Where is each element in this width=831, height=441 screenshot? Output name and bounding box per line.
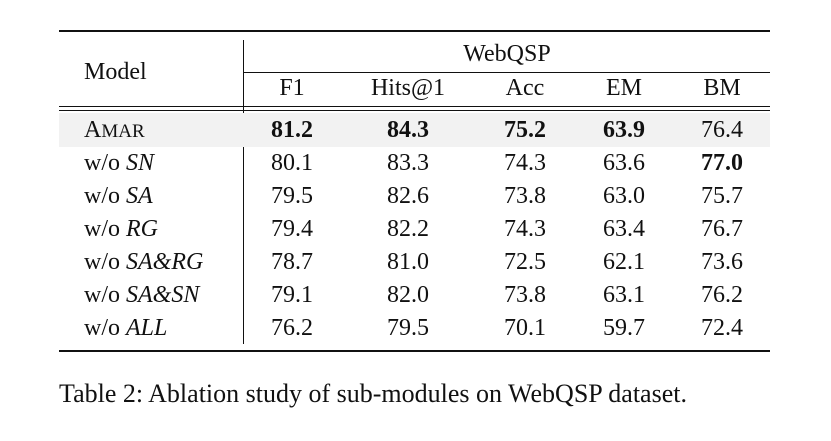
main-model-first: A (84, 117, 102, 143)
ablation-model-name: w/o SN (84, 149, 154, 177)
main-row-value: 63.9 (603, 117, 645, 143)
bottom-rule (59, 350, 770, 352)
ablation-variant: SA (126, 183, 153, 209)
table-cell: 73.8 (504, 282, 546, 308)
column-header: BM (703, 75, 741, 101)
table-cell: 76.2 (271, 315, 313, 341)
table-cell: 72.4 (701, 315, 743, 341)
main-row-value: 75.2 (504, 117, 546, 143)
ablation-prefix: w/o (84, 150, 126, 176)
ablation-model-name: w/o ALL (84, 314, 167, 342)
table-cell: 76.2 (701, 282, 743, 308)
table-cell: 76.7 (701, 216, 743, 242)
ablation-prefix: w/o (84, 315, 126, 341)
column-header: F1 (279, 75, 305, 101)
main-row-value: 84.3 (387, 117, 429, 143)
ablation-prefix: w/o (84, 249, 126, 275)
table-cell: 82.0 (387, 282, 429, 308)
ablation-prefix: w/o (84, 282, 126, 308)
table-cell: 74.3 (504, 150, 546, 176)
ablation-model-name: w/o SA&SN (84, 281, 199, 309)
column-header: Acc (505, 75, 545, 101)
model-header: Model (84, 59, 147, 85)
table-cell: 72.5 (504, 249, 546, 275)
table-cell: 82.2 (387, 216, 429, 242)
main-row-value: 81.2 (271, 117, 313, 143)
main-row-value: 76.4 (701, 117, 743, 143)
table-cell: 79.1 (271, 282, 313, 308)
header-rule-lower (59, 110, 770, 111)
group-underline (244, 72, 770, 73)
main-row-highlight (59, 113, 770, 147)
main-model-name: AMAR (84, 116, 145, 146)
table-cell: 74.3 (504, 216, 546, 242)
ablation-variant: SA&SN (126, 282, 200, 308)
table-cell: 78.7 (271, 249, 313, 275)
table-cell: 63.6 (603, 150, 645, 176)
ablation-model-name: w/o SA&RG (84, 248, 203, 276)
ablation-model-name: w/o SA (84, 182, 153, 210)
table-cell: 83.3 (387, 150, 429, 176)
table-cell: 81.0 (387, 249, 429, 275)
table-cell: 63.0 (603, 183, 645, 209)
column-header: EM (606, 75, 642, 101)
column-separator (243, 40, 244, 344)
dataset-header: WebQSP (463, 41, 551, 67)
table-cell: 79.5 (387, 315, 429, 341)
main-model-rest: MAR (101, 121, 145, 142)
table-cell: 80.1 (271, 150, 313, 176)
ablation-variant: RG (126, 216, 158, 242)
ablation-variant: SN (126, 150, 155, 176)
table-cell: 73.8 (504, 183, 546, 209)
table-cell: 59.7 (603, 315, 645, 341)
table-cell: 73.6 (701, 249, 743, 275)
top-rule (59, 30, 770, 32)
table-cell: 77.0 (701, 150, 743, 176)
ablation-variant: ALL (126, 315, 168, 341)
table-cell: 75.7 (701, 183, 743, 209)
ablation-prefix: w/o (84, 216, 126, 242)
ablation-model-name: w/o RG (84, 215, 158, 243)
table-cell: 62.1 (603, 249, 645, 275)
table-caption: Table 2: Ablation study of sub-modules o… (59, 379, 687, 408)
table-cell: 63.4 (603, 216, 645, 242)
table-cell: 70.1 (504, 315, 546, 341)
table-cell: 63.1 (603, 282, 645, 308)
ablation-variant: SA&RG (126, 249, 204, 275)
table-cell: 79.4 (271, 216, 313, 242)
column-header: Hits@1 (370, 75, 446, 101)
table-cell: 79.5 (271, 183, 313, 209)
ablation-prefix: w/o (84, 183, 126, 209)
table-cell: 82.6 (387, 183, 429, 209)
header-rule-upper (59, 106, 770, 107)
